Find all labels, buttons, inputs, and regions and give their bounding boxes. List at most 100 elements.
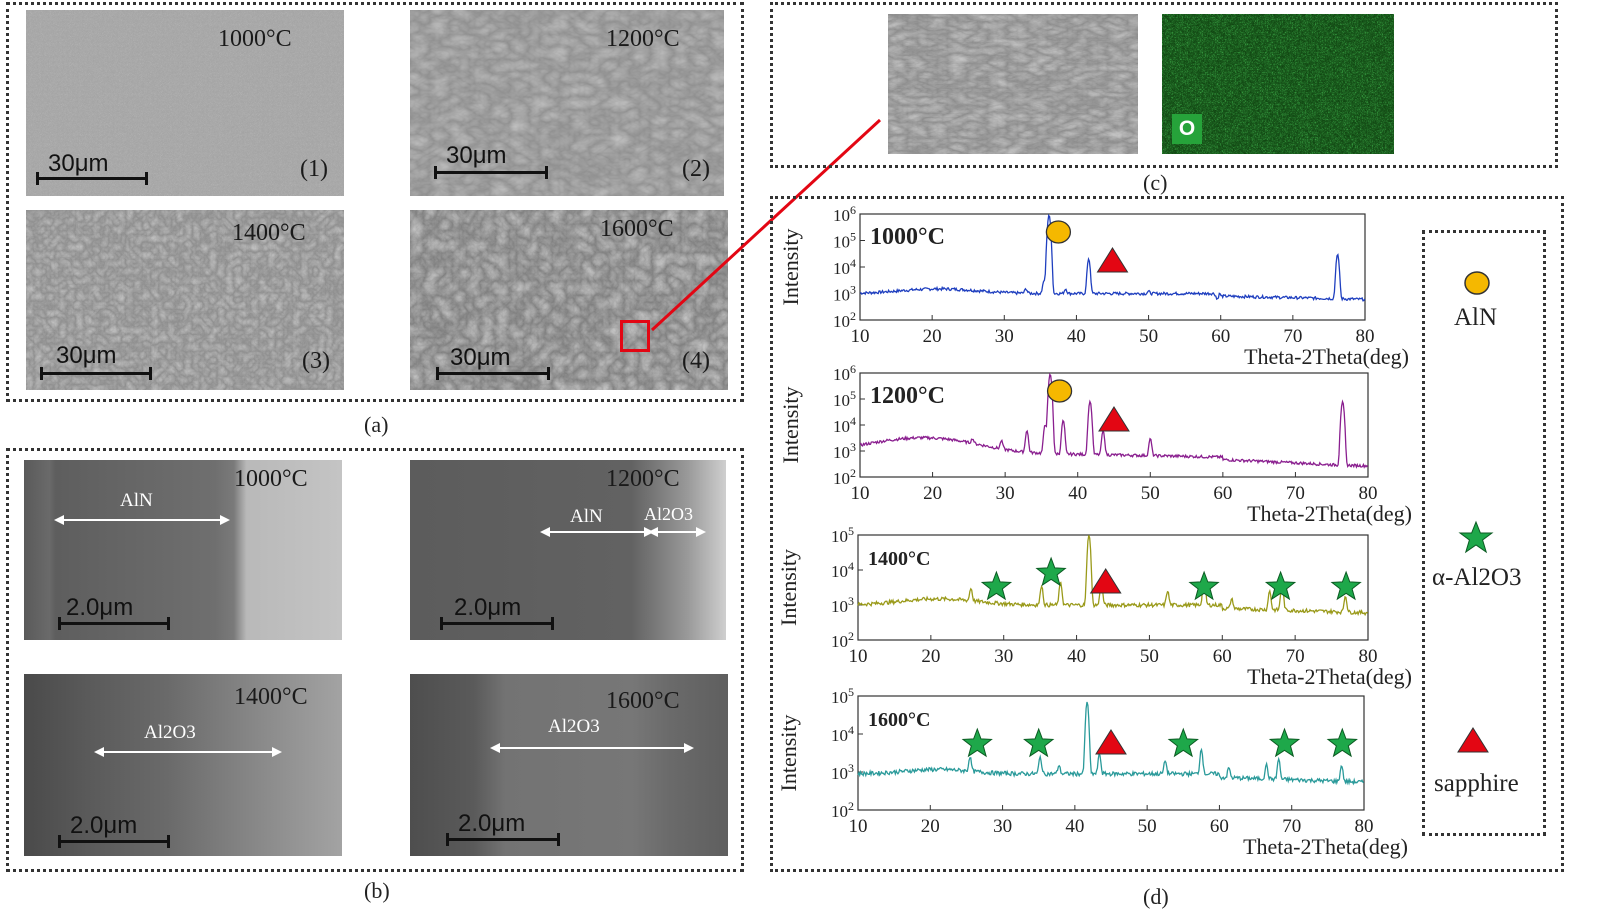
image-number-a2: (2) <box>682 156 710 182</box>
xrd-xtick-label-1-1: 20 <box>923 483 942 504</box>
xrd-xtick-label-2-3: 40 <box>1067 646 1086 667</box>
temp-label-a2: 1200°C <box>606 26 680 52</box>
scale-bar-a3 <box>40 367 152 380</box>
layer-label-b2-al2o3: Al2O3 <box>644 504 693 524</box>
scale-label-a2: 30μm <box>446 142 507 169</box>
xrd-chart-title-2: 1400°C <box>868 548 930 570</box>
xrd-xtick-label-2-4: 50 <box>1140 646 1159 667</box>
xrd-xtick-label-3-6: 70 <box>1282 816 1301 837</box>
sem-zoom-image-c <box>888 14 1138 154</box>
xrd-xtick-label-3-1: 20 <box>921 816 940 837</box>
temp-label-a4: 1600°C <box>600 216 674 242</box>
xrd-xtick-label-3-7: 80 <box>1355 816 1374 837</box>
legend-sapphire-marker <box>1457 727 1489 753</box>
xrd-ytick-label-0-1: 103 <box>833 283 856 305</box>
xrd-xtick-label-1-3: 40 <box>1068 483 1087 504</box>
legend-aln-marker <box>1464 271 1490 295</box>
xrd-xtick-label-1-2: 30 <box>996 483 1015 504</box>
xrd-series-line-1 <box>859 373 1369 469</box>
xrd-xtick-label-0-4: 50 <box>1139 326 1158 347</box>
xrd-ylabel-0: Intensity <box>778 229 803 306</box>
xrd-xlabel-3: Theta-2Theta(deg) <box>1243 834 1408 859</box>
xrd-marker-al2o3-3-1 <box>1023 727 1055 758</box>
caption-c: (c) <box>1143 170 1168 195</box>
scale-label-b1: 2.0μm <box>66 594 134 621</box>
panel-a-frame <box>6 2 744 402</box>
xrd-xtick-label-0-3: 40 <box>1067 326 1086 347</box>
xrd-ytick-label-0-3: 105 <box>833 230 856 252</box>
xrd-ytick-label-1-1: 103 <box>833 440 856 462</box>
scale-label-b3: 2.0μm <box>70 812 138 839</box>
temp-label-a3: 1400°C <box>232 220 306 246</box>
xrd-xtick-label-2-7: 80 <box>1359 646 1378 667</box>
xrd-marker-al2o3-3-5 <box>1326 727 1358 758</box>
thickness-arrow-b2-aln <box>540 527 654 537</box>
xrd-ytick-label-1-2: 104 <box>833 414 856 436</box>
xrd-xlabel-0: Theta-2Theta(deg) <box>1244 344 1409 369</box>
panel-b-frame <box>6 448 744 872</box>
xrd-marker-al2o3-2-5 <box>1330 570 1362 601</box>
scale-label-a3: 30μm <box>56 342 117 369</box>
xrd-xtick-label-1-0: 10 <box>851 483 870 504</box>
xrd-ytick-label-0-4: 106 <box>833 203 856 225</box>
xrd-ytick-label-2-1: 103 <box>831 594 854 616</box>
legend-al2o3-label: α-Al2O3 <box>1432 564 1522 591</box>
thickness-arrow-b1 <box>54 515 230 525</box>
xrd-ytick-label-3-2: 104 <box>831 723 854 745</box>
xrd-ytick-label-1-3: 105 <box>833 388 856 410</box>
temp-label-b4: 1600°C <box>606 688 680 714</box>
layer-label-b4: Al2O3 <box>548 716 600 737</box>
sem-image-a4 <box>410 210 728 390</box>
temp-label-b3: 1400°C <box>234 684 308 710</box>
legend-sapphire-label: sapphire <box>1434 770 1519 797</box>
xrd-ylabel-3: Intensity <box>776 715 801 792</box>
scale-label-a4: 30μm <box>450 344 511 371</box>
xrd-marker-al2o3-2-4 <box>1264 570 1297 601</box>
xrd-plot-frame-3 <box>857 695 1365 811</box>
sem-image-a1 <box>26 10 344 196</box>
layer-label-b1: AlN <box>120 490 153 511</box>
xrd-chart-title-0: 1000°C <box>870 224 945 250</box>
scale-bar-a1 <box>36 172 148 185</box>
xrd-ytick-label-0-2: 104 <box>833 256 856 278</box>
caption-a: (a) <box>364 412 389 437</box>
scale-label-b4: 2.0μm <box>458 810 526 837</box>
xrd-marker-al2o3-2-0 <box>980 570 1013 601</box>
thickness-arrow-b2-al2o3 <box>648 527 706 537</box>
panel-c-frame <box>770 2 1558 168</box>
xrd-marker-sapphire-1-1 <box>1098 406 1130 432</box>
xrd-xtick-label-0-7: 80 <box>1356 326 1375 347</box>
sem-image-b3 <box>24 674 342 856</box>
xrd-ytick-label-3-1: 103 <box>831 761 854 783</box>
sem-image-b4 <box>410 674 728 856</box>
panel-d-frame <box>770 196 1564 872</box>
temp-label-a1: 1000°C <box>218 26 292 52</box>
xrd-xtick-label-2-5: 60 <box>1213 646 1232 667</box>
thickness-arrow-b3 <box>94 747 282 757</box>
xrd-chart-title-3: 1600°C <box>868 709 930 731</box>
xrd-marker-sapphire-3-2 <box>1095 729 1127 755</box>
xrd-marker-al2o3-3-4 <box>1268 727 1301 758</box>
xrd-ytick-label-2-3: 105 <box>831 524 854 546</box>
sem-image-a2 <box>410 10 724 196</box>
caption-d: (d) <box>1143 884 1169 909</box>
sem-image-a3 <box>26 210 344 390</box>
xrd-xtick-label-1-5: 60 <box>1213 483 1232 504</box>
xrd-xtick-label-1-4: 50 <box>1141 483 1160 504</box>
xrd-ytick-label-0-0: 102 <box>833 309 856 331</box>
scale-label-b2: 2.0μm <box>454 594 522 621</box>
legend-aln-label: AlN <box>1454 304 1498 331</box>
sem-image-b1 <box>24 460 342 640</box>
thickness-arrow-b4 <box>490 743 694 753</box>
xrd-xtick-label-2-6: 70 <box>1286 646 1305 667</box>
xrd-series-line-3 <box>857 701 1365 786</box>
xrd-ylabel-1: Intensity <box>778 387 803 464</box>
xrd-ytick-label-2-2: 104 <box>831 559 854 581</box>
xrd-ytick-label-3-0: 102 <box>831 799 854 821</box>
xrd-ytick-label-3-3: 105 <box>831 685 854 707</box>
xrd-marker-al2o3-2-1 <box>1035 556 1067 587</box>
xrd-xtick-label-3-4: 50 <box>1138 816 1157 837</box>
scale-bar-b2 <box>440 617 554 630</box>
